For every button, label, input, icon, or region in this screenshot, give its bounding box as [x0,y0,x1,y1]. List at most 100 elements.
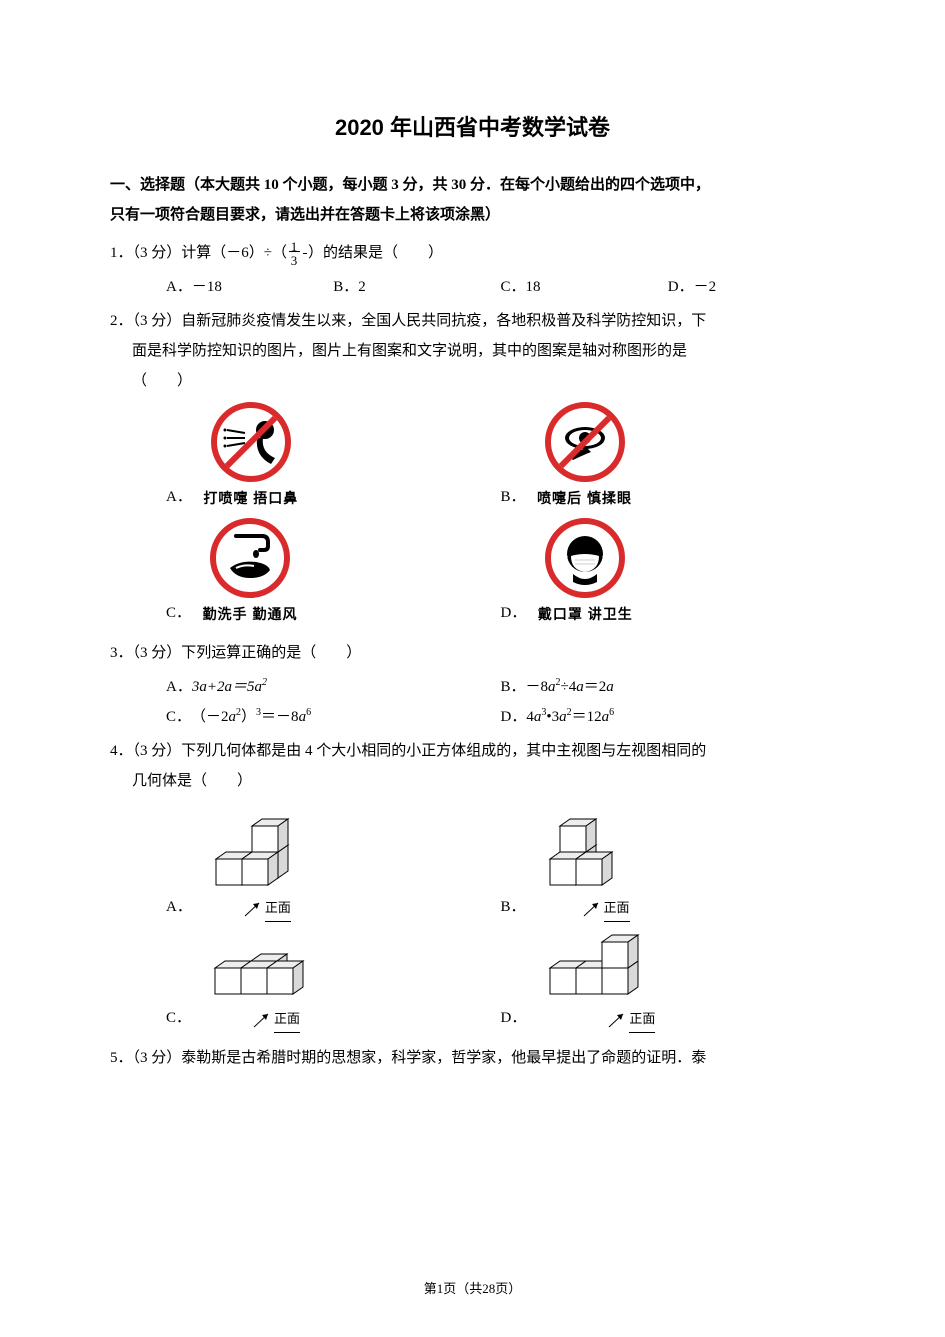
q1-choice-b: B．2 [333,272,500,302]
q3-stem-text: 下列运算正确的是（ ） [181,645,361,661]
q1-choices: A．－18 B．2 C．18 D．－2 [110,272,835,302]
cube-cluster-c-icon [195,928,335,1008]
question-1: 1．（3 分）计算（－6）÷（－13）的结果是（ ） A．－18 B．2 C．1… [110,238,835,302]
q2-b-caption: 喷嚏后 慎揉眼 [537,484,632,512]
q1-choice-a: A．－18 [166,272,333,302]
q4-stem: 4．（3 分）下列几何体都是由 4 个大小相同的小正方体组成的，其中主视图与左视… [110,736,835,796]
eye-icon [545,402,625,482]
q2-d-letter: D． [501,598,527,628]
q2-b-figure: 喷嚏后 慎揉眼 [530,402,640,512]
q4-b-arrow: 正面 [580,895,630,922]
q2-a-figure: 打喷嚏 捂口鼻 [196,402,306,512]
q3-a-math: 3a+2a＝5a2 [192,672,267,702]
q2-d-caption: 戴口罩 讲卫生 [538,600,633,628]
question-3: 3．（3 分）下列运算正确的是（ ） A．3a+2a＝5a2 B．－8a2÷4a… [110,638,835,732]
q2-stem-l3: （ ） [132,373,192,389]
q3-choice-b: B．－8a2÷4a＝2a [501,672,836,702]
q1-stem-after: ）的结果是（ ） [308,245,443,261]
q5-number: 5． [110,1050,133,1066]
q2-stem-l2: 面是科学防控知识的图片，图片上有图案和文字说明，其中的图案是轴对称图形的是 [132,343,687,359]
q4-c-front-label: 正面 [274,1006,300,1033]
q5-points: （3 分） [133,1050,182,1066]
q3-choice-a: A．3a+2a＝5a2 [166,672,501,702]
q2-d-figure: 戴口罩 讲卫生 [530,518,640,628]
section-header-line1: 一、选择题（本大题共 10 个小题，每小题 3 分，共 30 分．在每个小题给出… [110,177,710,193]
q1-choice-d: D．－2 [668,272,835,302]
wash-icon [210,518,290,598]
q1-points: （3 分） [133,245,182,261]
q2-choice-b: B． 喷嚏后 慎揉眼 [501,402,836,512]
question-2: 2．（3 分）自新冠肺炎疫情发生以来，全国人民共同抗疫，各地积极普及科学防控知识… [110,306,835,634]
q3-choice-d: D．4a3•3a2＝12a6 [501,702,836,732]
mask-icon [545,518,625,598]
q1-choice-c: C．18 [501,272,668,302]
q3-d-math: 4a3•3a2＝12a6 [526,702,614,732]
q2-choice-c: C． 勤洗手 勤通风 [166,518,501,628]
q3-a-letter: A． [166,672,192,702]
q1-frac-den: 3 [303,254,307,267]
q4-a-letter: A． [166,892,192,922]
section-header-line2: 只有一项符合题目要求，请选出并在答题卡上将该项涂黑） [110,207,500,223]
q2-stem: 2．（3 分）自新冠肺炎疫情发生以来，全国人民共同抗疫，各地积极普及科学防控知识… [110,306,835,396]
q2-number: 2． [110,313,133,329]
exam-page: 2020 年山西省中考数学试卷 一、选择题（本大题共 10 个小题，每小题 3 … [0,0,945,1337]
q4-a-arrow: 正面 [241,895,291,922]
q4-b-front-label: 正面 [604,895,630,922]
q4-c-figure: 正面 [195,928,335,1033]
q4-d-letter: D． [501,1003,527,1033]
q4-choice-c: C． [166,928,501,1033]
q5-stem-text: 泰勒斯是古希腊时期的思想家，科学家，哲学家，他最早提出了命题的证明．泰 [181,1050,706,1066]
q4-a-figure: 正面 [196,802,316,922]
cube-cluster-d-icon [530,928,680,1008]
q2-choice-grid: A． 打喷嚏 捂口鼻 B． [110,402,835,634]
q2-choice-a: A． 打喷嚏 捂口鼻 [166,402,501,512]
q2-c-letter: C． [166,598,191,628]
q2-points: （3 分） [133,313,182,329]
q4-b-letter: B． [501,892,526,922]
q4-stem-l1: 下列几何体都是由 4 个大小相同的小正方体组成的，其中主视图与左视图相同的 [181,743,706,759]
q2-a-letter: A． [166,482,192,512]
q3-number: 3． [110,645,133,661]
q3-c-math: （－2a2）3＝－8a6 [191,702,311,732]
q2-b-letter: B． [501,482,526,512]
question-4: 4．（3 分）下列几何体都是由 4 个大小相同的小正方体组成的，其中主视图与左视… [110,736,835,1039]
q3-choice-c: C．（－2a2）3＝－8a6 [166,702,501,732]
q4-stem-l2: 几何体是（ ） [132,773,252,789]
q1-fraction: 13 [303,240,307,267]
cube-cluster-a-icon [196,802,316,897]
section-1-header: 一、选择题（本大题共 10 个小题，每小题 3 分，共 30 分．在每个小题给出… [110,170,835,230]
q4-c-letter: C． [166,1003,191,1033]
q3-b-math: －8a2÷4a＝2a [526,672,614,702]
q3-d-letter: D． [501,702,527,732]
q4-points: （3 分） [133,743,182,759]
q4-d-arrow: 正面 [605,1006,655,1033]
q4-d-front-label: 正面 [629,1006,655,1033]
q1-frac-num: 1 [303,240,307,254]
q3-stem: 3．（3 分）下列运算正确的是（ ） [110,638,835,668]
q2-a-caption: 打喷嚏 捂口鼻 [203,484,298,512]
q4-b-figure: 正面 [530,802,660,922]
q1-number: 1． [110,245,133,261]
q3-c-letter: C． [166,702,191,732]
q3-b-letter: B． [501,672,526,702]
q1-stem-before: 计算（－6）÷（－ [181,245,302,261]
q2-stem-l1: 自新冠肺炎疫情发生以来，全国人民共同抗疫，各地积极普及科学防控知识，下 [181,313,706,329]
page-footer: 第1页（共28页） [0,1278,945,1297]
q3-choices: A．3a+2a＝5a2 B．－8a2÷4a＝2a C．（－2a2）3＝－8a6 … [110,672,835,732]
sneeze-icon [211,402,291,482]
q4-choice-b: B． [501,802,836,922]
q5-stem: 5．（3 分）泰勒斯是古希腊时期的思想家，科学家，哲学家，他最早提出了命题的证明… [110,1043,835,1073]
question-5: 5．（3 分）泰勒斯是古希腊时期的思想家，科学家，哲学家，他最早提出了命题的证明… [110,1043,835,1073]
cube-cluster-b-icon [530,802,660,897]
q4-choice-a: A． [166,802,501,922]
q2-choice-d: D． 戴口罩 讲卫生 [501,518,836,628]
q1-stem: 1．（3 分）计算（－6）÷（－13）的结果是（ ） [110,238,835,268]
q4-choice-grid: A． [110,802,835,1039]
q2-c-caption: 勤洗手 勤通风 [203,600,298,628]
q4-number: 4． [110,743,133,759]
q3-points: （3 分） [133,645,182,661]
q4-a-front-label: 正面 [265,895,291,922]
q4-choice-d: D． [501,928,836,1033]
q2-c-figure: 勤洗手 勤通风 [195,518,305,628]
page-title: 2020 年山西省中考数学试卷 [110,110,835,142]
